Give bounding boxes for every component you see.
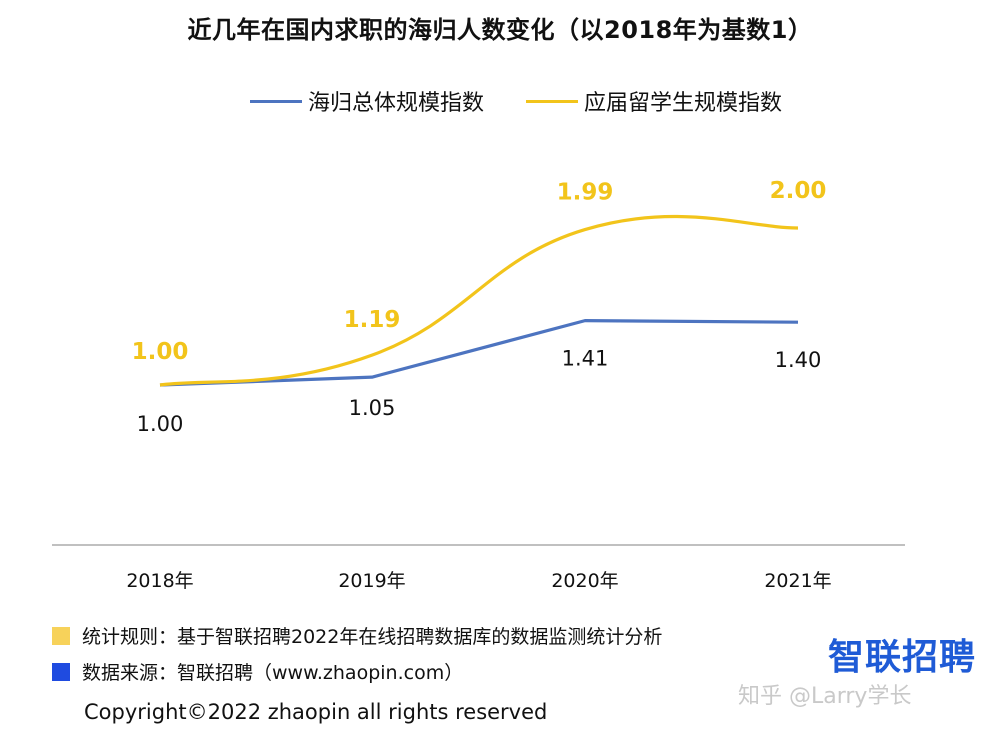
chart-legend: 海归总体规模指数 应届留学生规模指数 [250, 86, 824, 116]
x-tick-label: 2020年 [551, 570, 618, 592]
blue-square-icon [52, 662, 70, 681]
data-label-graduates: 1.19 [344, 307, 401, 333]
legend-item-overall: 海归总体规模指数 [250, 85, 484, 117]
yellow-square-icon [52, 626, 70, 645]
data-label-graduates: 2.00 [770, 178, 827, 204]
copyright-text: Copyright©2022 zhaopin all rights reserv… [84, 700, 548, 724]
zhaopin-logo: 智联招聘 [828, 637, 977, 678]
data-label-overall: 1.05 [349, 396, 396, 420]
data-label-graduates: 1.99 [557, 180, 614, 206]
data-label-overall: 1.41 [562, 347, 609, 371]
legend-label-graduates: 应届留学生规模指数 [584, 91, 783, 116]
series-line-graduates [159, 214, 799, 387]
data-label-graduates: 1.00 [132, 339, 189, 365]
legend-swatch-overall [250, 99, 302, 103]
x-tick-label: 2018年 [126, 570, 193, 592]
data-label-overall: 1.00 [137, 412, 184, 436]
footnote-rule-text: 统计规则：基于智联招聘2022年在线招聘数据库的数据监测统计分析 [82, 626, 663, 648]
chart-title: 近几年在国内求职的海归人数变化（以2018年为基数1） [187, 16, 813, 44]
footnote-rule: 统计规则：基于智联招聘2022年在线招聘数据库的数据监测统计分析 [52, 622, 662, 649]
legend-item-graduates: 应届留学生规模指数 [526, 85, 782, 117]
zhihu-watermark: 知乎 @Larry学长 [738, 684, 912, 709]
series-line-overall [159, 319, 799, 387]
footnote-source: 数据来源：智联招聘（www.zhaopin.com） [52, 658, 463, 685]
legend-swatch-graduates [526, 99, 579, 103]
data-label-overall: 1.40 [775, 348, 822, 372]
x-tick-label: 2021年 [764, 570, 831, 592]
footnote-source-text: 数据来源：智联招聘（www.zhaopin.com） [82, 662, 464, 684]
legend-label-overall: 海归总体规模指数 [308, 91, 485, 116]
x-tick-label: 2019年 [338, 570, 405, 592]
